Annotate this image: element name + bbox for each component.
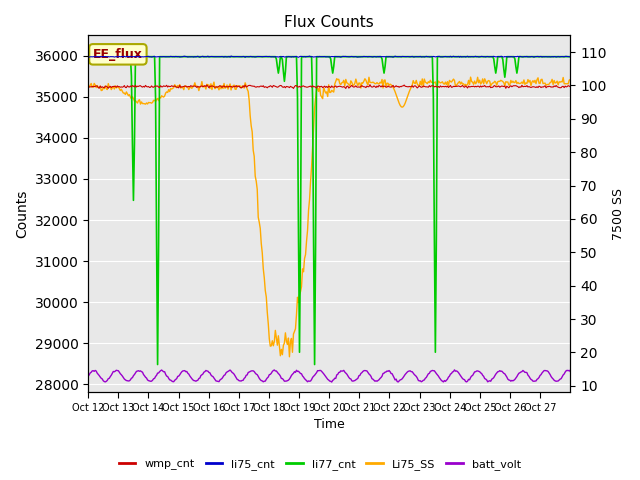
- Title: Flux Counts: Flux Counts: [284, 15, 374, 30]
- Y-axis label: 7500 SS: 7500 SS: [612, 188, 625, 240]
- Text: EE_flux: EE_flux: [93, 48, 143, 61]
- Y-axis label: Counts: Counts: [15, 190, 29, 238]
- Legend: wmp_cnt, li75_cnt, li77_cnt, Li75_SS, batt_volt: wmp_cnt, li75_cnt, li77_cnt, Li75_SS, ba…: [115, 455, 525, 474]
- X-axis label: Time: Time: [314, 419, 344, 432]
